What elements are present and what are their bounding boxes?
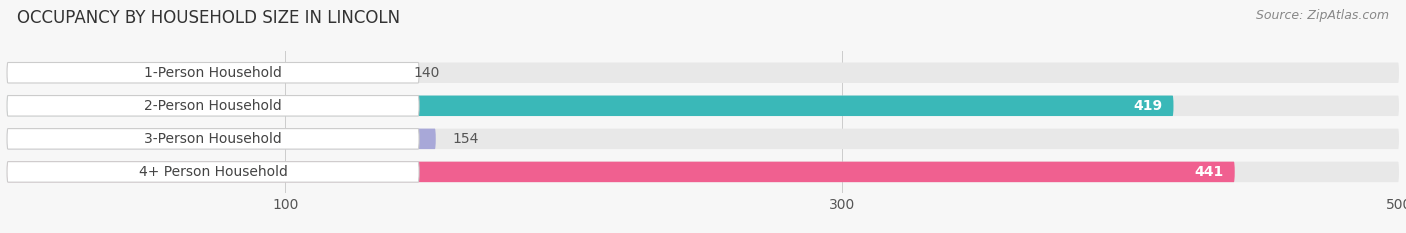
Text: 1-Person Household: 1-Person Household [143, 66, 283, 80]
FancyBboxPatch shape [7, 162, 1399, 182]
Text: 4+ Person Household: 4+ Person Household [139, 165, 287, 179]
Text: OCCUPANCY BY HOUSEHOLD SIZE IN LINCOLN: OCCUPANCY BY HOUSEHOLD SIZE IN LINCOLN [17, 9, 399, 27]
FancyBboxPatch shape [7, 129, 436, 149]
FancyBboxPatch shape [7, 129, 1399, 149]
FancyBboxPatch shape [7, 96, 1174, 116]
Text: 419: 419 [1133, 99, 1163, 113]
FancyBboxPatch shape [7, 162, 419, 182]
Text: 441: 441 [1194, 165, 1223, 179]
Text: 154: 154 [453, 132, 479, 146]
FancyBboxPatch shape [7, 96, 419, 116]
Text: 3-Person Household: 3-Person Household [145, 132, 283, 146]
FancyBboxPatch shape [7, 129, 419, 149]
FancyBboxPatch shape [7, 62, 396, 83]
Text: Source: ZipAtlas.com: Source: ZipAtlas.com [1256, 9, 1389, 22]
Text: 2-Person Household: 2-Person Household [145, 99, 283, 113]
FancyBboxPatch shape [7, 96, 1399, 116]
FancyBboxPatch shape [7, 62, 419, 83]
FancyBboxPatch shape [7, 62, 1399, 83]
FancyBboxPatch shape [7, 162, 1234, 182]
Text: 140: 140 [413, 66, 440, 80]
